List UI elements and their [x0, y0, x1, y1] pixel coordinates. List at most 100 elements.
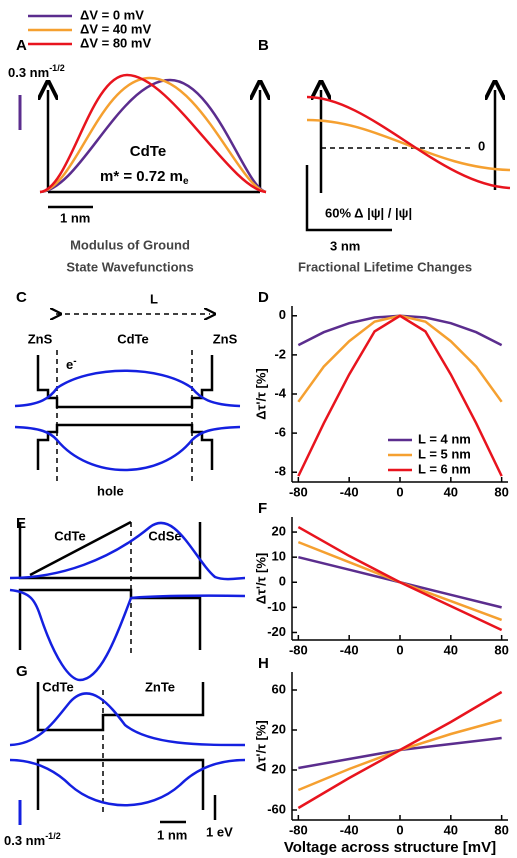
y-tick-label: 0	[279, 307, 286, 322]
x-tick-label: 40	[444, 822, 458, 837]
x-tick-label: -80	[289, 822, 308, 837]
caption: State Wavefunctions	[66, 259, 193, 274]
x-tick-label: -80	[289, 642, 308, 657]
x-tick-label: -40	[340, 642, 359, 657]
mass: m* = 0.72 me	[100, 168, 189, 187]
panel-c: C L ZnS CdTe ZnS e- hole	[14, 289, 241, 498]
valence-band	[36, 758, 205, 810]
x-tick-label: 40	[444, 484, 458, 499]
y-axis-label: Δτ'/τ [%]	[253, 368, 268, 419]
x-tick-label: 0	[396, 822, 403, 837]
panel-label: C	[16, 289, 27, 306]
y-tick-label: -6	[274, 425, 286, 440]
ratio-label: 60% Δ |ψ| / |ψ|	[325, 205, 412, 220]
carrier: hole	[97, 483, 124, 498]
electron-wave	[9, 521, 246, 581]
caption: Modulus of Ground	[70, 237, 190, 252]
legend-label: L = 6 nm	[418, 461, 471, 476]
legend-label: ΔV = 40 mV	[80, 21, 151, 36]
y-tick-label: 20	[272, 761, 286, 776]
carrier: e-	[66, 356, 77, 373]
series-line	[297, 690, 503, 810]
y-tick-label: 10	[272, 549, 286, 564]
series-line	[297, 525, 503, 632]
x-tick-label: 40	[444, 642, 458, 657]
x-tick-label: 0	[396, 484, 403, 499]
panel-label: B	[258, 37, 269, 54]
y-tick-label: 60	[272, 681, 286, 696]
field-slope	[29, 520, 132, 577]
wavefunction	[39, 73, 267, 194]
x-tick-label: 0	[396, 642, 403, 657]
length-label: 1 nm	[60, 210, 90, 225]
material: CdSe	[148, 528, 181, 543]
x-tick-label: -40	[340, 822, 359, 837]
y-tick-label: 20	[272, 523, 286, 538]
x-tick-label: -80	[289, 484, 308, 499]
legend-label: L = 4 nm	[418, 431, 471, 446]
zero-label: 0	[478, 138, 485, 153]
hole-wave	[9, 588, 246, 682]
conduction-band	[36, 682, 205, 732]
material: ZnS	[28, 331, 53, 346]
legend-label: ΔV = 0 mV	[80, 7, 144, 22]
material: CdTe	[54, 528, 86, 543]
hole-wave	[14, 425, 241, 472]
scale-exponent: -1/2	[49, 63, 65, 73]
x-axis-label: Voltage across structure [mV]	[284, 839, 496, 856]
series-line	[297, 314, 503, 477]
carrier-text: e	[66, 357, 73, 372]
valence-band	[18, 588, 202, 650]
scale-value: 0.3 nm	[8, 65, 49, 80]
material: CdTe	[42, 679, 74, 694]
y-tick-label: 20	[272, 721, 286, 736]
energy-label: 1 eV	[206, 824, 233, 839]
scale-value: 0.3 nm	[4, 833, 45, 848]
valence-band	[36, 423, 214, 470]
hole-wave	[9, 758, 246, 807]
panel-g: G CdTe ZnTe 0.3 nm-1/2 1 nm 1 eV	[4, 663, 246, 848]
panel-e: E CdTe CdSe	[9, 515, 246, 682]
fractional-change	[306, 118, 511, 172]
mass-text: m* = 0.72 m	[100, 168, 183, 185]
carrier-sup: -	[73, 356, 76, 367]
panel-label: D	[258, 289, 269, 306]
scale-exponent: -1/2	[45, 831, 61, 841]
x-tick-label: -40	[340, 484, 359, 499]
length-label: 3 nm	[330, 238, 360, 253]
y-tick-label: -60	[267, 801, 286, 816]
panel-label: G	[16, 663, 28, 680]
y-axis-label: Δτ'/τ [%]	[253, 553, 268, 604]
x-tick-label: 80	[494, 484, 508, 499]
y-tick-label: -20	[267, 624, 286, 639]
electron-wave	[14, 369, 241, 408]
y-tick-label: 0	[279, 574, 286, 589]
y-tick-label: -10	[267, 599, 286, 614]
scale-label: 0.3 nm-1/2	[8, 63, 65, 80]
wavefunction	[39, 76, 267, 194]
legend-label: ΔV = 80 mV	[80, 35, 151, 50]
conduction-band	[36, 355, 214, 409]
fractional-change	[306, 95, 511, 190]
electron-wave	[9, 692, 246, 747]
y-tick-label: -8	[274, 464, 286, 479]
panel-b: B 0 60% Δ |ψ| / |ψ| 3 nm Fractional Life…	[258, 37, 511, 274]
y-tick-label: -4	[274, 385, 286, 400]
panel-label: A	[16, 37, 27, 54]
x-tick-label: 80	[494, 822, 508, 837]
conduction-band	[18, 522, 202, 580]
length-label: 1 nm	[157, 827, 187, 842]
length-symbol: L	[150, 291, 158, 306]
y-axis-label: Δτ'/τ [%]	[253, 720, 268, 771]
series-line	[297, 314, 503, 347]
x-tick-label: 80	[494, 642, 508, 657]
scale-label: 0.3 nm-1/2	[4, 831, 61, 848]
mass-subscript: e	[183, 176, 189, 187]
panel-a: A ΔV = 0 mV ΔV = 40 mV ΔV = 80 mV 0.3 nm…	[8, 7, 266, 274]
material: ZnS	[213, 331, 238, 346]
wavefunction	[39, 78, 267, 194]
series-line	[298, 736, 502, 770]
material: CdTe	[117, 331, 149, 346]
material: ZnTe	[145, 679, 175, 694]
